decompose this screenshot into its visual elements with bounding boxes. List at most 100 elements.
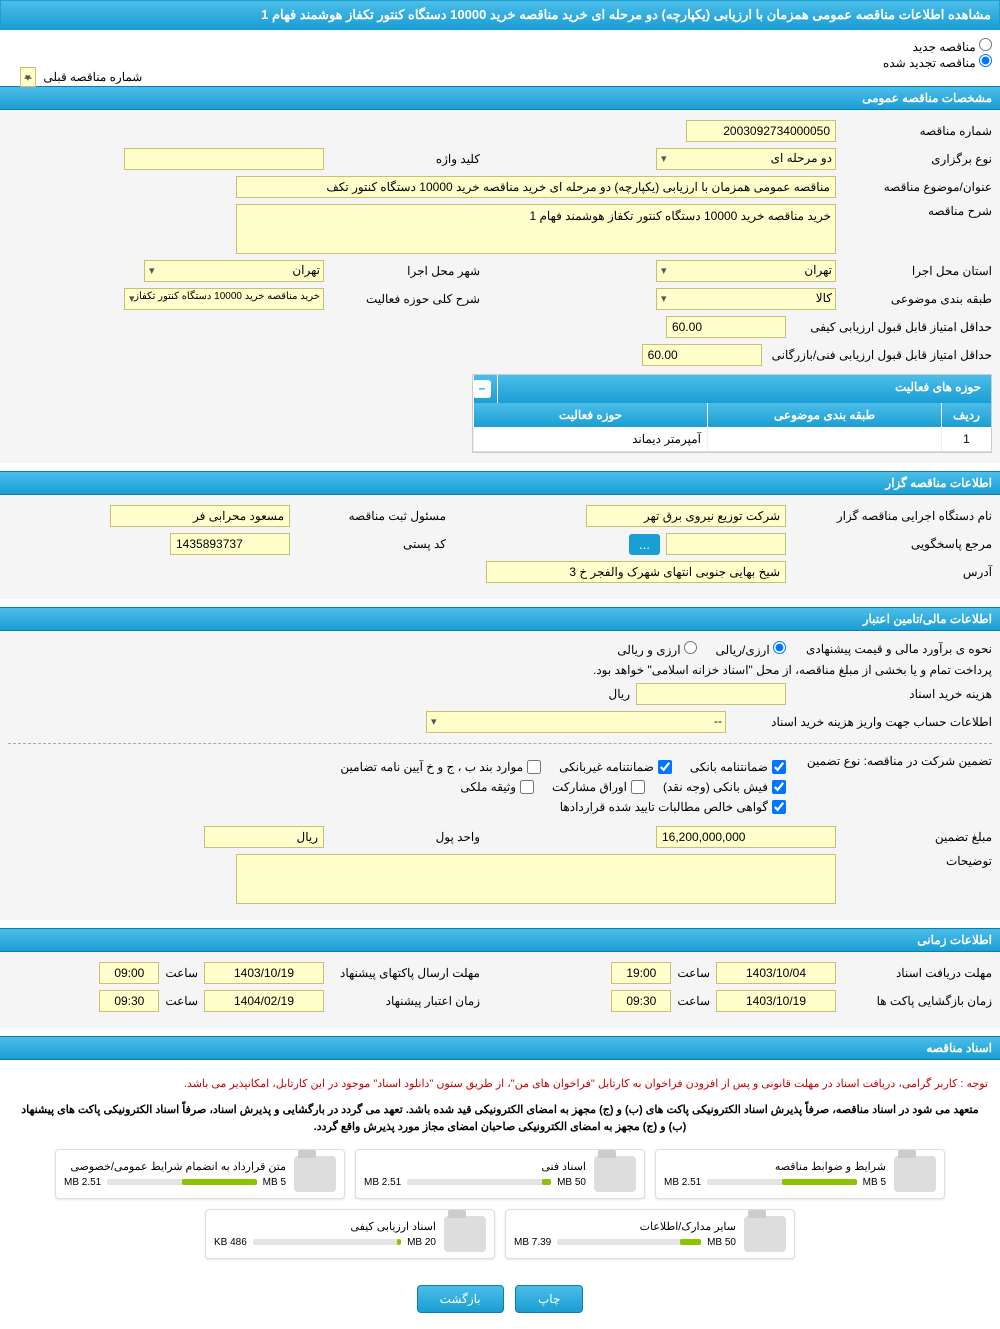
print-button[interactable]: چاپ — [515, 1285, 583, 1313]
lookup-button[interactable]: ... — [629, 534, 660, 555]
type-select[interactable]: دو مرحله ای — [656, 148, 836, 170]
city-label: شهر محل اجرا — [330, 264, 480, 278]
file-size: 2.51 MB — [64, 1177, 101, 1188]
table-row: 1 آمپرمتر دیماند — [473, 427, 991, 452]
row-cat — [707, 427, 941, 451]
file-card[interactable]: اسناد ارزیابی کیفی 20 MB 486 KB — [205, 1209, 495, 1259]
category-label: طبقه بندی موضوعی — [842, 292, 992, 306]
file-title: سایر مدارک/اطلاعات — [514, 1220, 736, 1233]
category-select[interactable]: کالا — [656, 288, 836, 310]
postal-field: 1435893737 — [170, 533, 290, 555]
valid-time[interactable]: 09:30 — [99, 990, 159, 1012]
cb-bank[interactable] — [772, 760, 786, 774]
cb-clause[interactable] — [527, 760, 541, 774]
section-finance: اطلاعات مالی/تامین اعتبار — [0, 607, 1000, 631]
valid-date[interactable]: 1404/02/19 — [204, 990, 324, 1012]
activity-table-title: حوزه های فعالیت — [497, 375, 991, 403]
file-max: 20 MB — [407, 1237, 436, 1248]
back-button[interactable]: بازگشت — [417, 1285, 504, 1313]
amount-field[interactable]: 16,200,000,000 — [656, 826, 836, 848]
cost-field[interactable] — [636, 683, 786, 705]
g5-label: اوراق مشارکت — [552, 780, 627, 794]
receive-date[interactable]: 1403/10/04 — [716, 962, 836, 984]
cb-cert[interactable] — [772, 800, 786, 814]
file-title: اسناد فنی — [364, 1160, 586, 1173]
file-max: 50 MB — [707, 1237, 736, 1248]
remarks-label: توضیحات — [842, 854, 992, 868]
folder-icon — [294, 1156, 336, 1192]
g6-label: وثیقه ملکی — [460, 780, 516, 794]
prev-number-select[interactable]: -- — [20, 67, 36, 87]
min-tech-field[interactable]: 60.00 — [642, 344, 762, 366]
g1-label: ضمانتنامه بانکی — [690, 760, 768, 774]
guarantee-intro: تضمین شرکت در مناقصه: نوع تضمین — [792, 754, 992, 768]
open-date[interactable]: 1403/10/19 — [716, 990, 836, 1012]
activity-desc-select[interactable]: خرید مناقصه خرید 10000 دستگاه کنتور تکفا… — [124, 288, 324, 310]
keyword-field[interactable] — [124, 148, 324, 170]
file-size: 7.39 MB — [514, 1237, 551, 1248]
prev-number-label: شماره مناقصه قبلی — [39, 70, 142, 84]
number-label: شماره مناقصه — [842, 124, 992, 138]
send-date[interactable]: 1403/10/19 — [204, 962, 324, 984]
folder-icon — [594, 1156, 636, 1192]
est-label: نحوه ی برآورد مالی و قیمت پیشنهادی — [792, 642, 992, 656]
response-field[interactable] — [666, 533, 786, 555]
cb-bonds[interactable] — [631, 780, 645, 794]
file-max: 50 MB — [557, 1177, 586, 1188]
receive-time[interactable]: 19:00 — [611, 962, 671, 984]
unit-label: واحد پول — [330, 830, 480, 844]
radio-renewed[interactable] — [979, 54, 992, 67]
responsible-field: مسعود محرابی فر — [110, 505, 290, 527]
cb-property[interactable] — [520, 780, 534, 794]
section-time: اطلاعات زمانی — [0, 928, 1000, 952]
radio-new[interactable] — [979, 38, 992, 51]
min-quality-field[interactable]: 60.00 — [666, 316, 786, 338]
radio-renewed-label: مناقصه تجدید شده — [883, 56, 976, 70]
g7-label: گواهی خالص مطالبات تایید شده قراردادها — [560, 800, 768, 814]
file-max: 5 MB — [263, 1177, 286, 1188]
finance-note: پرداخت تمام و یا بخشی از مبلغ مناقصه، از… — [593, 663, 992, 677]
cost-label: هزینه خرید اسناد — [792, 687, 992, 701]
desc-label: شرح مناقصه — [842, 204, 992, 218]
number-field: 2003092734000050 — [686, 120, 836, 142]
section-agent: اطلاعات مناقصه گزار — [0, 471, 1000, 495]
open-time[interactable]: 09:30 — [611, 990, 671, 1012]
min-quality-label: حداقل امتیاز قابل قبول ارزیابی کیفی — [792, 320, 992, 334]
account-label: اطلاعات حساب جهت واریز هزینه خرید اسناد — [732, 715, 992, 729]
prev-number-group: شماره مناقصه قبلی -- — [20, 70, 142, 84]
folder-icon — [894, 1156, 936, 1192]
cb-nonbank[interactable] — [658, 760, 672, 774]
cb-fish[interactable] — [772, 780, 786, 794]
activity-desc-label: شرح کلی حوزه فعالیت — [330, 292, 480, 306]
folder-icon — [444, 1216, 486, 1252]
file-title: اسناد ارزیابی کیفی — [214, 1220, 436, 1233]
file-card[interactable]: شرایط و ضوابط مناقصه5 MB2.51 MB — [655, 1149, 945, 1199]
file-size: 486 KB — [214, 1237, 247, 1248]
row-act: آمپرمتر دیماند — [473, 427, 707, 451]
radio-both[interactable] — [684, 641, 697, 654]
file-card[interactable]: متن قرارداد به انضمام شرایط عمومی/خصوصی5… — [55, 1149, 345, 1199]
col-activity: حوزه فعالیت — [473, 403, 707, 427]
valid-label: زمان اعتبار پیشنهاد — [330, 994, 480, 1008]
org-field: شرکت توزیع نیروی برق تهر — [586, 505, 786, 527]
city-select[interactable]: تهران — [144, 260, 324, 282]
open-label: زمان بازگشایی پاکت ها — [842, 994, 992, 1008]
radio-rial[interactable] — [773, 641, 786, 654]
send-time[interactable]: 09:00 — [99, 962, 159, 984]
address-label: آدرس — [792, 565, 992, 579]
radio-new-label: مناقصه جدید — [913, 40, 976, 54]
section-docs: اسناد مناقصه — [0, 1036, 1000, 1060]
province-select[interactable]: تهران — [656, 260, 836, 282]
file-card[interactable]: اسناد فنی50 MB2.51 MB — [355, 1149, 645, 1199]
desc-field[interactable]: خرید مناقصه خرید 10000 دستگاه کنتور تکفا… — [236, 204, 836, 254]
collapse-icon[interactable]: – — [473, 380, 491, 398]
remarks-field[interactable] — [236, 854, 836, 904]
keyword-label: کلید واژه — [330, 152, 480, 166]
subject-label: عنوان/موضوع مناقصه — [842, 180, 992, 194]
account-select[interactable]: -- — [426, 711, 726, 733]
opt1-label: ارزی/ریالی — [716, 643, 770, 657]
receive-label: مهلت دریافت اسناد — [842, 966, 992, 980]
unit-field: ریال — [204, 826, 324, 848]
subject-field[interactable]: مناقصه عمومی همزمان با ارزیابی (یکپارچه)… — [236, 176, 836, 198]
file-card[interactable]: سایر مدارک/اطلاعات 50 MB 7.39 MB — [505, 1209, 795, 1259]
